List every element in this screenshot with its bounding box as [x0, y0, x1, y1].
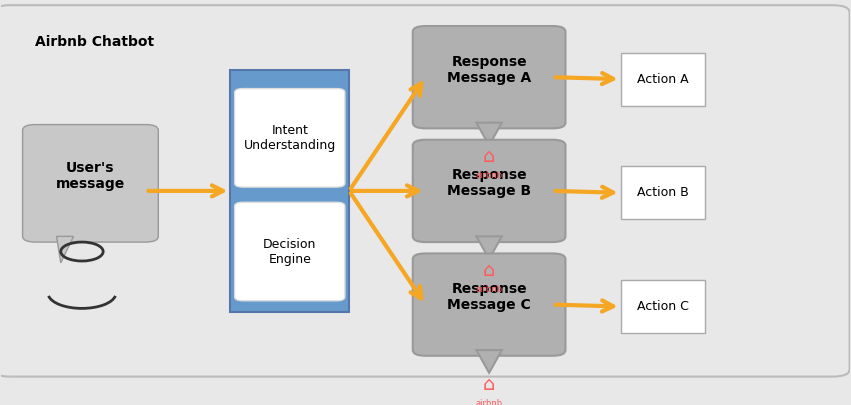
Text: ⌂: ⌂: [483, 375, 495, 394]
Text: Action C: Action C: [637, 300, 689, 313]
Text: Response
Message C: Response Message C: [448, 282, 531, 312]
FancyBboxPatch shape: [23, 125, 158, 242]
Polygon shape: [56, 237, 73, 263]
Text: User's
message: User's message: [56, 161, 125, 191]
FancyBboxPatch shape: [413, 26, 565, 128]
FancyBboxPatch shape: [413, 140, 565, 242]
Polygon shape: [477, 237, 502, 259]
Text: Response
Message B: Response Message B: [447, 168, 531, 198]
FancyBboxPatch shape: [235, 202, 345, 301]
Text: Intent
Understanding: Intent Understanding: [243, 124, 336, 152]
Text: Action A: Action A: [637, 72, 688, 85]
Text: Response
Message A: Response Message A: [447, 55, 531, 85]
Text: airbnb: airbnb: [476, 285, 503, 294]
FancyBboxPatch shape: [0, 5, 849, 377]
Text: ⌂: ⌂: [483, 147, 495, 166]
FancyBboxPatch shape: [231, 70, 349, 312]
Text: airbnb: airbnb: [476, 399, 503, 405]
Polygon shape: [477, 123, 502, 145]
Text: Decision
Engine: Decision Engine: [263, 238, 317, 266]
FancyBboxPatch shape: [620, 280, 705, 333]
FancyBboxPatch shape: [413, 254, 565, 356]
Text: Action B: Action B: [637, 186, 688, 199]
FancyBboxPatch shape: [620, 53, 705, 106]
Polygon shape: [477, 350, 502, 373]
Text: ⌂: ⌂: [483, 261, 495, 280]
Text: Airbnb Chatbot: Airbnb Chatbot: [36, 36, 154, 49]
Text: airbnb: airbnb: [476, 171, 503, 180]
FancyBboxPatch shape: [620, 166, 705, 220]
FancyBboxPatch shape: [235, 89, 345, 187]
